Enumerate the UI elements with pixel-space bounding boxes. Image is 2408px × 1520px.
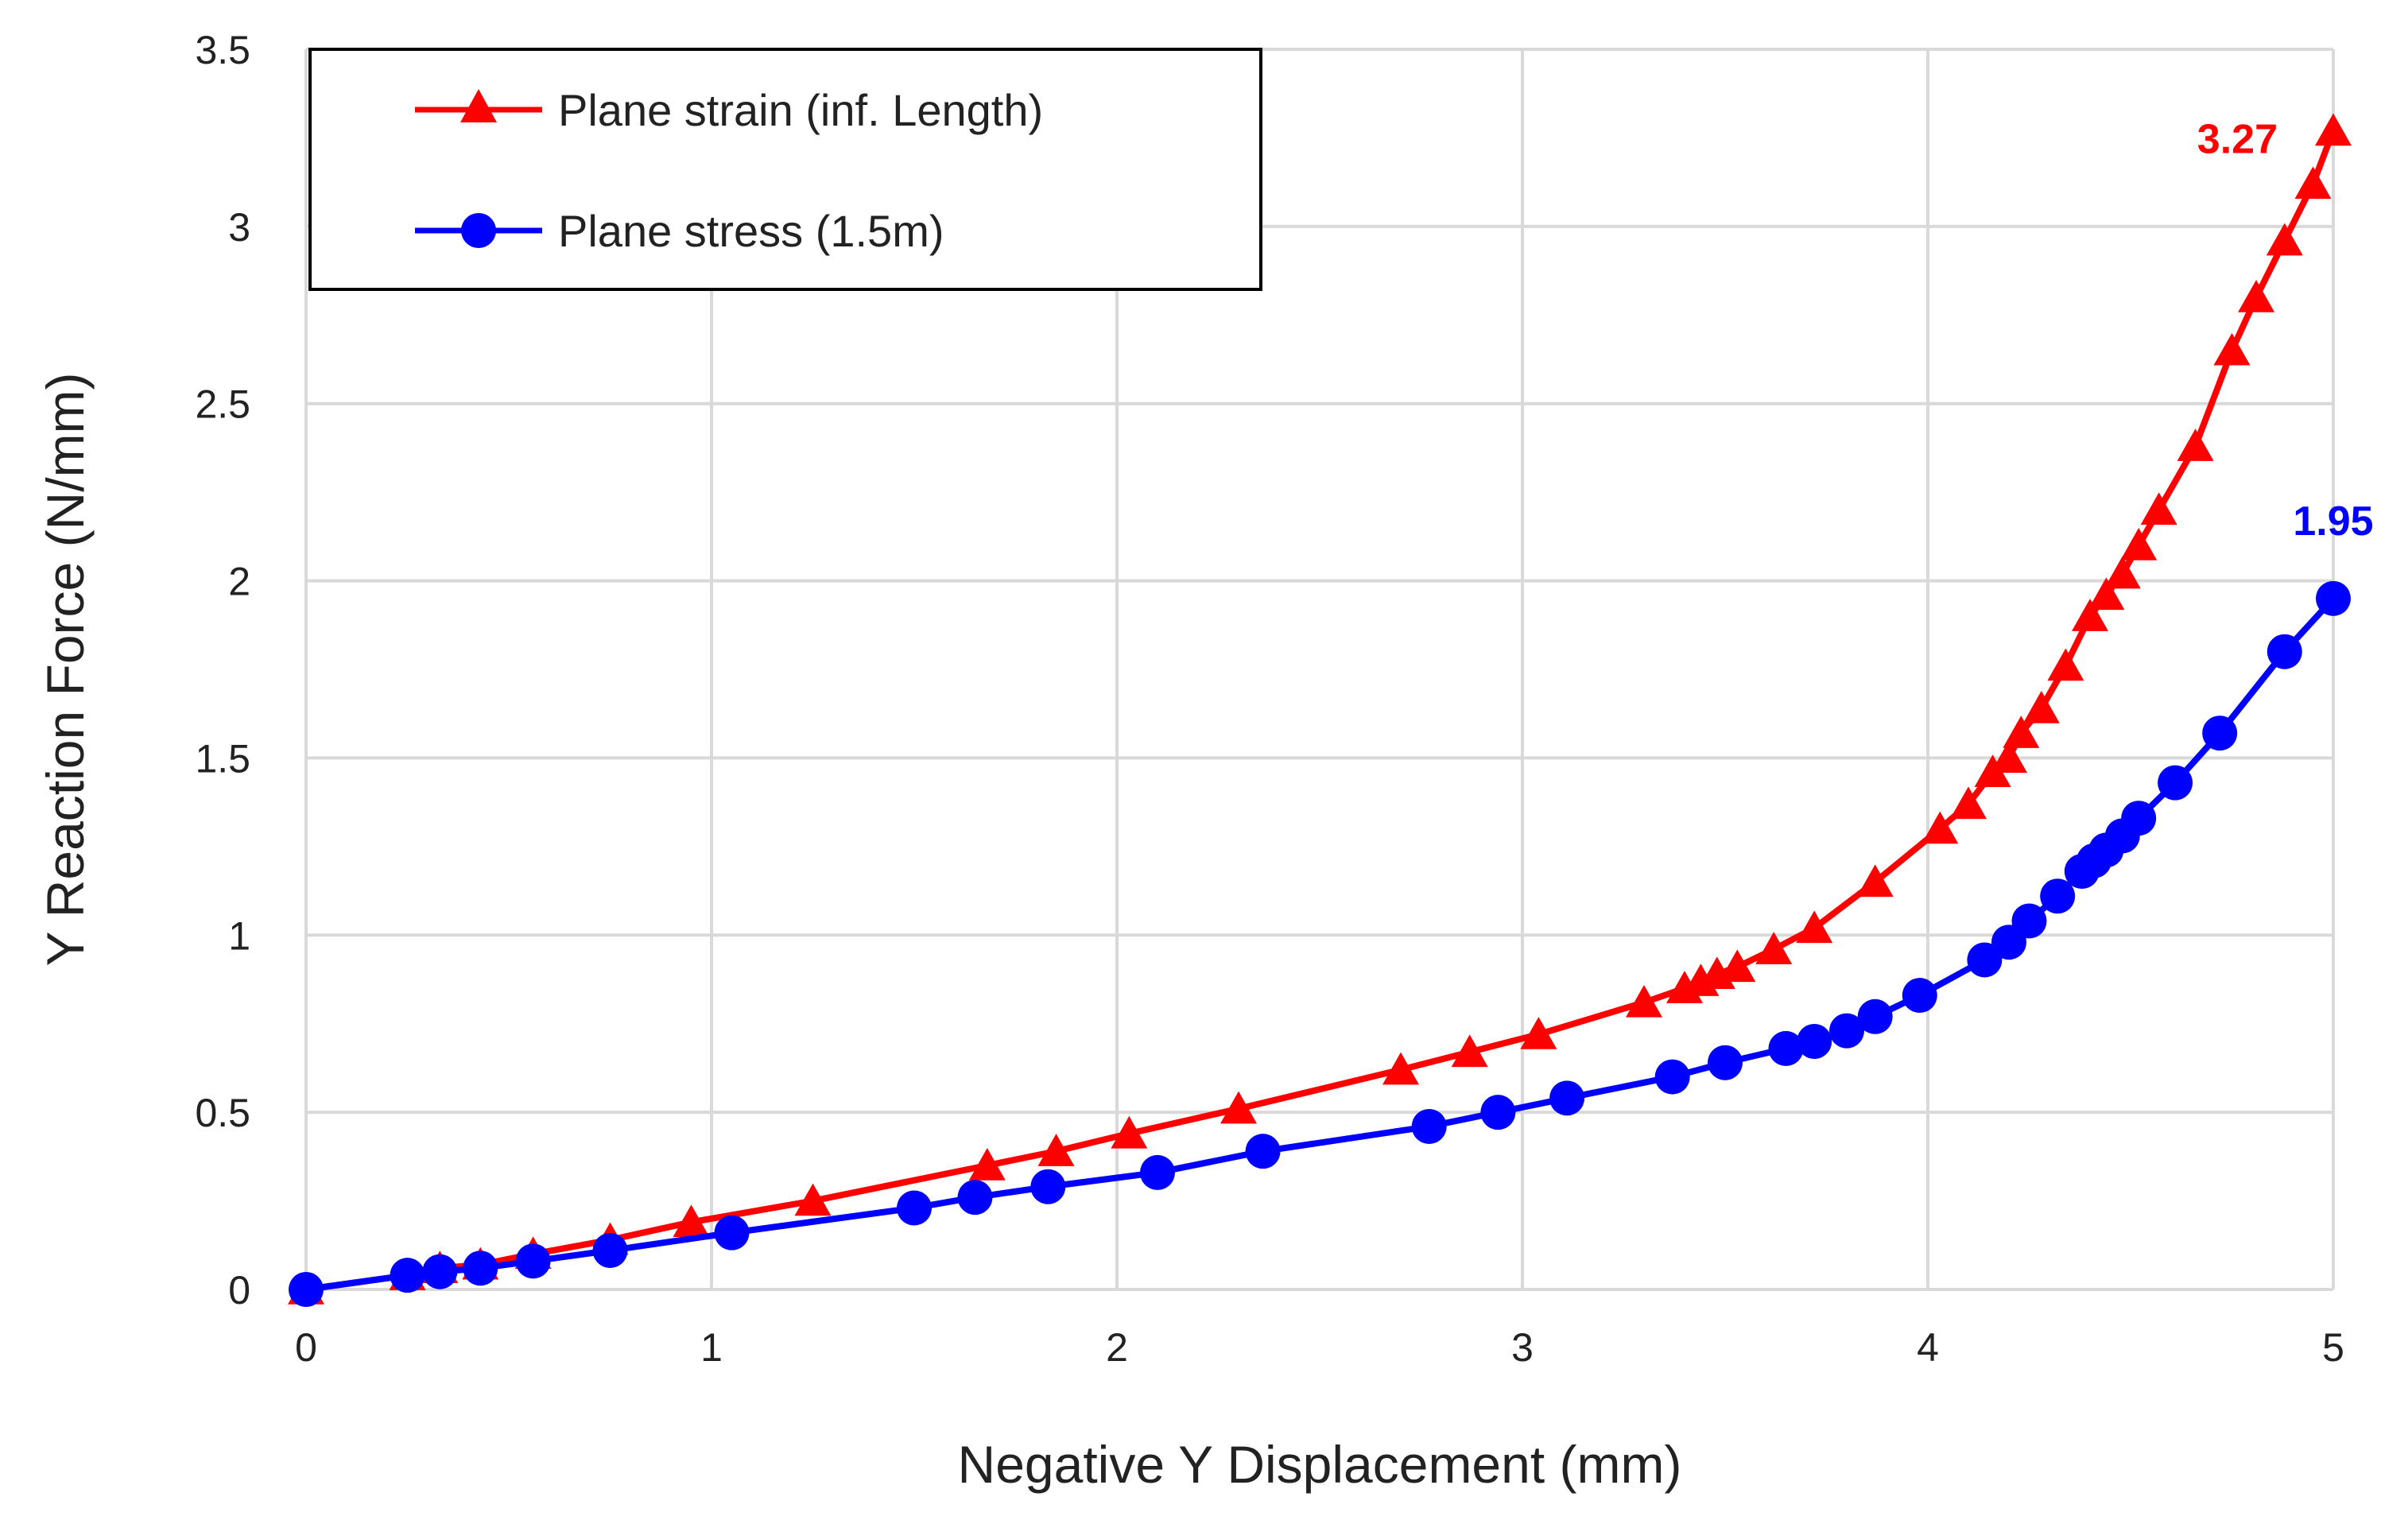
data-point-triangle — [1719, 949, 1756, 983]
x-tick-label: 5 — [2322, 1325, 2344, 1370]
data-point-circle — [1654, 1059, 1690, 1095]
data-point-triangle — [2213, 332, 2251, 366]
data-point-triangle — [1856, 864, 1894, 898]
data-point-triangle — [1037, 1134, 1075, 1166]
y-tick-label: 3 — [228, 205, 250, 250]
data-point-triangle — [1755, 932, 1793, 964]
y-tick-label: 0 — [228, 1268, 250, 1313]
legend-item-plane-strain: Plane strain (inf. Length) — [415, 85, 1043, 135]
data-point-triangle — [2140, 492, 2177, 525]
data-point-triangle — [2104, 556, 2141, 589]
data-point-circle — [714, 1215, 750, 1251]
data-point-circle — [2202, 715, 2238, 751]
data-point-triangle — [1451, 1034, 1488, 1068]
y-tick-label: 0.5 — [195, 1091, 250, 1135]
data-point-circle — [1030, 1169, 1066, 1204]
data-point-circle — [1902, 978, 1937, 1014]
data-point-triangle — [968, 1148, 1006, 1181]
data-point-circle — [1411, 1108, 1447, 1144]
data-point-circle — [1797, 1024, 1832, 1059]
data-point-triangle — [1921, 811, 1959, 844]
data-point-circle — [2121, 801, 2157, 836]
data-point-circle — [897, 1190, 932, 1226]
data-point-triangle — [2120, 528, 2158, 560]
data-point-circle — [1967, 942, 2003, 978]
data-point-triangle — [1950, 786, 1987, 820]
data-point-circle — [422, 1254, 458, 1289]
data-point-triangle — [2238, 280, 2275, 312]
data-point-circle — [957, 1180, 993, 1216]
data-point-circle — [2266, 634, 2302, 669]
x-tick-label: 2 — [1106, 1325, 1128, 1370]
data-point-circle — [1708, 1045, 1743, 1080]
data-point-triangle — [2294, 166, 2332, 200]
y-tick-label: 1.5 — [195, 736, 250, 781]
data-point-circle — [2316, 580, 2351, 616]
x-axis-title: Negative Y Displacement (mm) — [958, 1435, 1682, 1494]
x-tick-label: 3 — [1511, 1325, 1534, 1370]
data-point-circle — [463, 1251, 498, 1286]
y-tick-label: 3.5 — [195, 28, 250, 72]
y-tick-label: 2 — [228, 560, 250, 604]
data-point-triangle — [2003, 715, 2040, 748]
data-point-triangle — [1626, 984, 1662, 1018]
data-point-circle — [1857, 998, 1893, 1034]
data-point-triangle — [2315, 113, 2352, 146]
data-label: 1.95 — [2293, 498, 2373, 545]
data-point-circle — [592, 1232, 628, 1268]
y-tick-label: 2.5 — [195, 382, 250, 427]
data-point-circle — [2158, 765, 2193, 801]
data-point-circle — [1829, 1013, 1864, 1049]
data-label: 3.27 — [2197, 117, 2278, 163]
data-point-triangle — [1796, 910, 1833, 944]
data-point-triangle — [794, 1183, 832, 1216]
tick-labels: 0 1 2 3 4 5 0 0.5 1 1.5 2 2.5 3 3.5 — [195, 28, 2344, 1370]
data-point-triangle — [1382, 1052, 1419, 1085]
data-labels: 3.27 1.95 — [2197, 117, 2374, 545]
y-tick-label: 1 — [228, 913, 250, 958]
data-point-circle — [1245, 1134, 1281, 1169]
data-point-circle — [2040, 878, 2076, 914]
data-point-triangle — [2047, 648, 2084, 681]
data-point-triangle — [2022, 691, 2060, 723]
legend-box — [308, 48, 1262, 291]
data-point-circle — [289, 1272, 324, 1307]
data-point-circle — [515, 1243, 551, 1279]
legend-triangle-marker — [460, 89, 497, 122]
data-point-triangle — [1991, 740, 2027, 774]
x-tick-label: 1 — [700, 1325, 723, 1370]
series-layer — [288, 113, 2352, 1307]
legend-label-plane-strain: Plane strain (inf. Length) — [558, 85, 1043, 135]
legend-circle-marker — [461, 213, 496, 248]
data-point-triangle — [2088, 577, 2125, 611]
data-point-triangle — [1520, 1017, 1557, 1049]
legend: Plane strain (inf. Length) Plane stress … — [308, 48, 1262, 291]
legend-item-plane-stress: Plane stress (1.5m) — [415, 206, 944, 256]
data-point-circle — [1480, 1095, 1516, 1130]
data-point-circle — [1768, 1030, 1804, 1066]
data-point-triangle — [2266, 223, 2303, 256]
y-axis-title: Y Reaction Force (N/mm) — [36, 373, 95, 967]
data-point-triangle — [1111, 1115, 1148, 1149]
legend-label-plane-stress: Plane stress (1.5m) — [558, 206, 944, 256]
data-point-circle — [1549, 1080, 1585, 1116]
x-tick-label: 0 — [295, 1325, 317, 1370]
series-plane-stress — [289, 580, 2351, 1307]
data-point-triangle — [2072, 599, 2108, 631]
data-point-triangle — [673, 1204, 710, 1238]
data-point-circle — [390, 1258, 425, 1293]
data-point-circle — [1140, 1154, 1175, 1190]
data-point-triangle — [2177, 428, 2214, 461]
data-point-triangle — [1220, 1091, 1257, 1124]
data-point-circle — [2011, 903, 2047, 939]
x-tick-label: 4 — [1917, 1325, 1939, 1370]
